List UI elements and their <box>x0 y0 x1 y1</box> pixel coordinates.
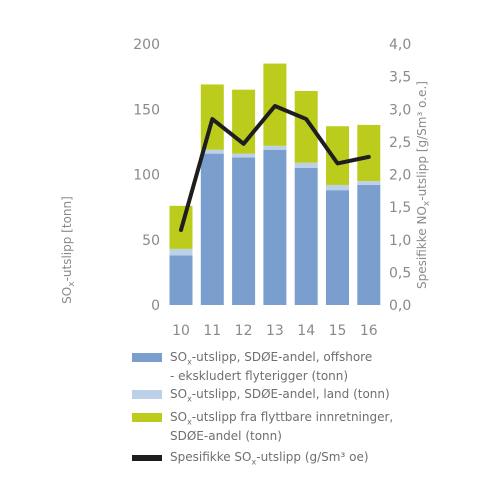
specific-emissions-point <box>274 105 276 107</box>
bar-land <box>294 162 318 168</box>
right-tick-label: 2,0 <box>389 168 411 184</box>
x-tick-label: 12 <box>235 323 253 339</box>
legend-item-specific-emissions: Spesifikke SOx-utslipp (g/Sm³ oe) <box>132 450 492 469</box>
bar-land <box>357 181 381 185</box>
specific-emissions-point <box>180 229 182 231</box>
specific-emissions-point <box>243 143 245 145</box>
legend-item-land: SOx-utslipp, SDØE-andel, land (tonn) <box>132 387 492 406</box>
specific-emissions-line-group <box>179 103 371 232</box>
bar-land <box>263 145 287 150</box>
bar-mobile-units <box>326 126 349 185</box>
left-tick-label: 100 <box>133 168 160 184</box>
right-axis-ticks: 0,0 0,5 1,0 1,5 2,0 2,5 3,0 3,5 4,0 <box>389 37 411 314</box>
bar-land <box>169 248 193 256</box>
bar-offshore <box>232 157 256 305</box>
x-tick-label: 11 <box>203 323 221 339</box>
right-tick-label: 2,5 <box>389 135 411 151</box>
specific-emissions-point <box>368 156 370 158</box>
x-axis-ticks: 10 11 12 13 14 15 16 <box>172 323 378 339</box>
bar-offshore <box>357 184 381 305</box>
left-tick-label: 50 <box>142 233 160 249</box>
right-axis-title: Spesifikke NOx-utslipp [g/Sm³ o.e.] <box>415 81 432 289</box>
bar-offshore <box>263 149 287 305</box>
bar-mobile-units <box>357 124 381 182</box>
legend-swatch-mobile-units <box>132 412 162 422</box>
right-tick-label: 3,0 <box>389 102 411 118</box>
right-tick-label: 0,0 <box>389 298 411 314</box>
legend-item-offshore: SOx-utslipp, SDØE-andel, offshore - eksk… <box>132 350 492 384</box>
legend-swatch-land <box>132 390 162 400</box>
right-tick-label: 0,5 <box>389 265 411 281</box>
x-tick-label: 15 <box>329 323 347 339</box>
left-tick-label: 150 <box>133 102 160 118</box>
legend-swatch-specific-emissions <box>132 455 162 462</box>
bar-offshore <box>200 153 224 305</box>
x-tick-label: 13 <box>266 323 284 339</box>
x-tick-label: 10 <box>172 323 190 339</box>
legend-item-mobile-units: SOx-utslipp fra flyttbare innretninger, … <box>132 410 492 444</box>
x-tick-label: 14 <box>297 323 315 339</box>
left-tick-label: 200 <box>133 37 160 53</box>
bar-mobile-units <box>294 90 318 163</box>
bars <box>169 63 381 305</box>
right-tick-label: 1,0 <box>389 233 411 249</box>
sox-emissions-chart: 0 50 100 150 200 0,0 0,5 1,0 1,5 2,0 2,5 3,0 3,5 4,0… <box>60 37 432 339</box>
left-axis-title: SOx-utslipp [tonn] <box>60 196 77 304</box>
right-tick-label: 1,5 <box>389 200 411 216</box>
specific-emissions-point <box>305 118 307 120</box>
bar-land <box>232 153 256 158</box>
left-axis-ticks: 0 50 100 150 200 <box>133 37 160 314</box>
bar-offshore <box>326 190 349 305</box>
specific-emissions-point <box>211 118 213 120</box>
legend: SOx-utslipp, SDØE-andel, offshore - eksk… <box>132 350 492 473</box>
specific-emissions-point <box>337 162 338 164</box>
bar-offshore <box>169 255 193 305</box>
x-tick-label: 16 <box>360 323 378 339</box>
legend-swatch-offshore <box>132 353 162 362</box>
bar-land <box>200 149 224 154</box>
right-tick-label: 4,0 <box>389 37 411 53</box>
bar-offshore <box>294 167 318 305</box>
left-tick-label: 0 <box>151 298 160 314</box>
right-tick-label: 3,5 <box>389 70 411 86</box>
bar-land <box>326 184 349 191</box>
